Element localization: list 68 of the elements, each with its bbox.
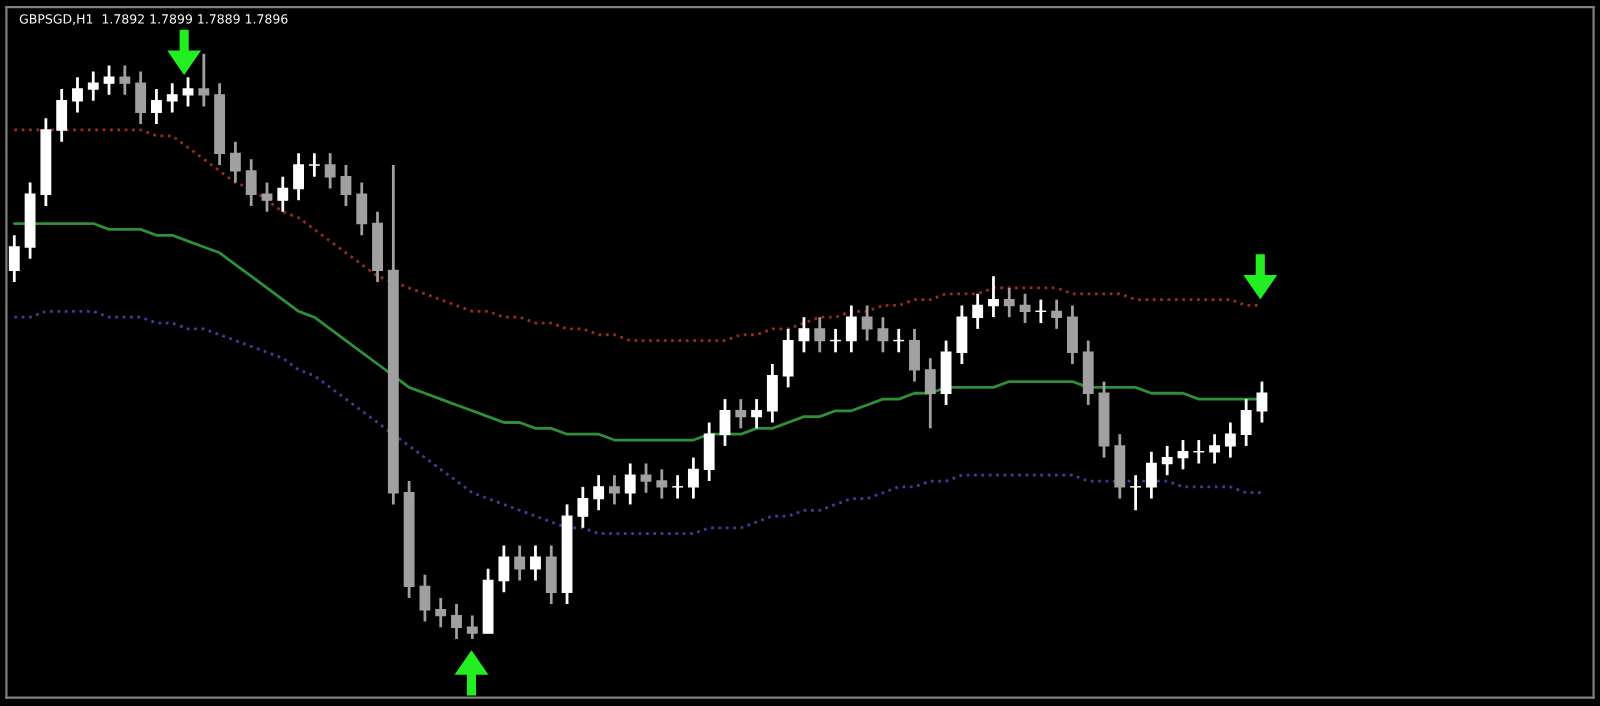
candlestick	[435, 596, 447, 629]
candlestick	[798, 315, 810, 354]
candlestick	[861, 304, 873, 342]
candlestick	[87, 70, 99, 103]
candlestick	[719, 397, 731, 448]
candlestick	[687, 456, 699, 500]
candlestick	[956, 304, 968, 366]
candlestick	[72, 75, 83, 114]
candlestick	[877, 315, 889, 354]
candlestick	[782, 327, 794, 389]
candlestick	[640, 462, 652, 495]
candlestick	[735, 397, 747, 430]
candlestick	[135, 70, 147, 126]
candlestick	[593, 473, 605, 512]
candlestick	[340, 163, 352, 208]
candlestick	[308, 151, 320, 179]
candlestick	[56, 87, 68, 144]
candlestick	[1240, 397, 1252, 448]
candlestick	[466, 614, 478, 641]
candlestick	[498, 544, 510, 594]
candlestick	[608, 473, 620, 506]
candlestick	[372, 210, 383, 284]
candlestick	[814, 315, 826, 354]
candlestick	[1161, 444, 1173, 477]
candlestick	[1066, 304, 1078, 366]
candlestick	[229, 140, 241, 184]
candlestick	[261, 181, 273, 214]
candlestick	[277, 175, 289, 214]
candlestick	[8, 233, 20, 284]
candlestick	[672, 473, 684, 500]
candlestick	[293, 151, 305, 202]
candlestick	[1256, 380, 1268, 424]
candlestick	[751, 397, 763, 430]
candlestick	[972, 292, 984, 331]
candlestick	[103, 64, 115, 97]
candlestick	[988, 274, 999, 319]
candlestick	[1114, 432, 1126, 500]
candlestick	[577, 485, 589, 530]
candlestick	[940, 339, 952, 407]
candlestick	[1130, 473, 1142, 512]
candlestick	[182, 75, 194, 108]
candlestick	[198, 52, 210, 108]
candlestick	[924, 356, 936, 430]
candlestick	[1082, 339, 1094, 407]
candlestick	[909, 327, 920, 383]
candlestick	[1209, 432, 1221, 465]
candlestick	[245, 157, 257, 208]
candlestick	[1051, 298, 1063, 331]
candlestick	[1224, 421, 1236, 460]
candlestick	[1177, 438, 1189, 471]
candlestick	[356, 181, 368, 237]
candlestick	[703, 421, 715, 483]
candlestick	[656, 467, 668, 500]
candlestick	[766, 362, 778, 424]
candlestick	[151, 87, 162, 126]
candlestick	[1003, 286, 1015, 319]
candlestick	[119, 64, 131, 97]
candlestick	[324, 151, 336, 190]
candlestick	[545, 544, 557, 606]
candlestick	[514, 544, 526, 582]
candlestick	[624, 462, 636, 506]
candlestick	[530, 544, 541, 582]
candlestick	[1019, 292, 1031, 325]
candlestick	[1145, 450, 1157, 500]
candlestick	[845, 304, 857, 354]
candlestick	[451, 602, 462, 641]
candlestick	[419, 573, 431, 623]
candlestick	[166, 81, 178, 114]
